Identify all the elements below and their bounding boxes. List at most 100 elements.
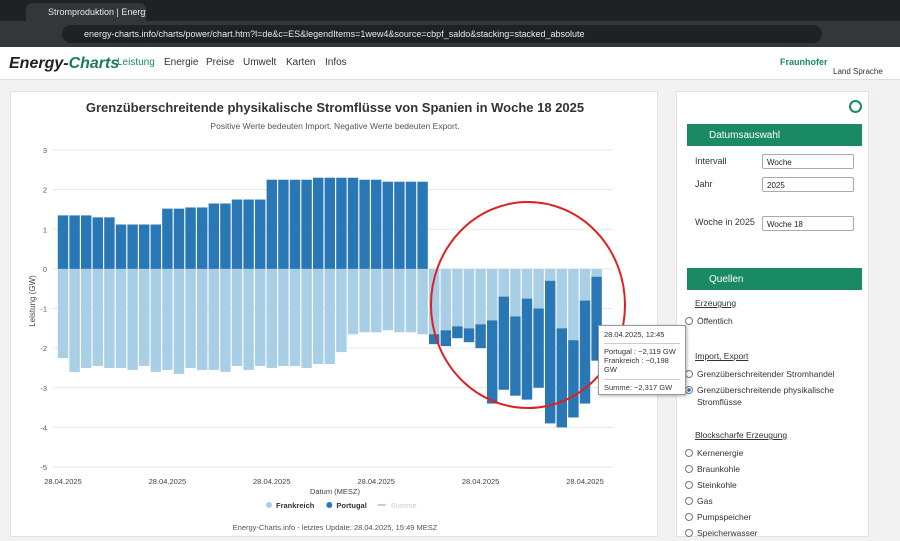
nav-item[interactable]: Leistung (117, 57, 155, 68)
legend-label: Portugal (336, 501, 366, 510)
bar-segment (150, 224, 162, 269)
select[interactable]: Woche 18 (762, 216, 854, 231)
bar-segment (579, 300, 591, 404)
bar-segment (115, 224, 127, 269)
bar-segment (162, 208, 173, 269)
bar-segment (382, 181, 394, 269)
radio[interactable] (685, 386, 693, 394)
radio-option[interactable]: Gas (685, 495, 847, 507)
bar-segment (127, 224, 138, 269)
bar-segment (556, 328, 568, 428)
bar-segment (138, 268, 150, 366)
bar-segment (243, 268, 254, 370)
bar-segment (544, 268, 556, 281)
chart: Grenzüberschreitende physikalische Strom… (28, 100, 613, 532)
bar-segment (208, 268, 220, 370)
bar-segment (417, 181, 428, 269)
x-tick-label: 28.04.2025 (253, 477, 291, 486)
radio[interactable] (685, 370, 693, 378)
section-header[interactable]: Quellen (687, 268, 862, 290)
radio-option[interactable]: Braunkohle (685, 463, 847, 475)
logo[interactable]: Energy-Charts (9, 55, 119, 73)
legend-label: Frankreich (276, 501, 315, 510)
logo-part: Energy- (9, 55, 69, 72)
browser-tab[interactable]: Stromproduktion | Energy-Charts (26, 3, 146, 21)
y-tick-label: 1 (43, 225, 47, 234)
group-title[interactable]: Blockscharfe Erzeugung (695, 430, 788, 440)
bar-segment (80, 215, 92, 269)
scrollbar[interactable] (870, 95, 879, 537)
bar-segment (324, 268, 336, 364)
bar-segment (162, 268, 173, 370)
radio[interactable] (685, 317, 693, 325)
radio[interactable] (685, 513, 693, 521)
y-tick-label: -4 (40, 423, 47, 432)
radio[interactable] (685, 465, 693, 473)
bar-segment (104, 268, 115, 368)
radio[interactable] (685, 481, 693, 489)
x-axis-title: Datum (MESZ) (310, 487, 361, 496)
y-tick-label: 3 (43, 146, 47, 155)
bar-segment (57, 268, 69, 359)
bar-segment (231, 268, 243, 366)
radio-option[interactable]: Öffentlich (685, 315, 847, 327)
bar-segment (359, 268, 370, 333)
bar-segment (417, 268, 428, 335)
url-field[interactable]: energy-charts.info/charts/power/chart.ht… (62, 25, 822, 43)
bar-segment (544, 280, 556, 424)
nav-item[interactable]: Umwelt (243, 57, 277, 68)
bar-segment (254, 199, 266, 269)
sprache[interactable]: Sprache (853, 67, 883, 76)
bar-segment (498, 268, 510, 297)
bar-segment (173, 268, 185, 374)
field-label: Woche in 2025 (695, 217, 755, 227)
x-tick-label: 28.04.2025 (462, 477, 500, 486)
chart-subtitle: Positive Werte bedeuten Import. Negative… (210, 121, 459, 131)
bar-segment (568, 340, 579, 418)
bar-segment (370, 268, 382, 333)
bar-segment (278, 268, 289, 366)
select[interactable]: Woche (762, 154, 854, 169)
radio-option[interactable]: Steinkohle (685, 479, 847, 491)
brand[interactable]: Fraunhofer (780, 57, 828, 67)
group-title[interactable]: Import, Export (695, 351, 749, 361)
radio-option[interactable]: Grenzüberschreitender Stromhandel (685, 368, 847, 380)
nav-item[interactable]: Karten (286, 57, 316, 68)
nav-item[interactable]: Infos (325, 57, 347, 68)
bar-segment (336, 177, 347, 269)
legend-swatch (326, 502, 333, 508)
bar-segment (208, 203, 220, 269)
bar-segment (475, 324, 486, 349)
radio[interactable] (685, 529, 693, 537)
bar-segment (568, 268, 579, 341)
close-button[interactable] (849, 100, 862, 113)
select[interactable]: 2025 (762, 177, 854, 192)
radio-option[interactable]: Kernenergie (685, 447, 847, 459)
bar-segment (533, 268, 544, 309)
nav-item[interactable]: Energie (164, 57, 199, 68)
bar-segment (591, 268, 602, 277)
land[interactable]: Land (833, 67, 851, 76)
radio[interactable] (685, 449, 693, 457)
bar-segment (104, 217, 115, 269)
bar-segment (347, 177, 359, 269)
bar-segment (138, 224, 150, 269)
group-title[interactable]: Erzeugung (695, 298, 737, 308)
x-tick-label: 28.04.2025 (566, 477, 604, 486)
nav-bar (0, 47, 900, 80)
bar-segment (463, 268, 475, 329)
bar-segment (359, 179, 370, 269)
bar-segment (452, 326, 463, 339)
field-label: Jahr (695, 179, 713, 189)
radio-option[interactable]: Speicherwasser (685, 527, 847, 539)
bar-segment (510, 316, 521, 396)
section-header[interactable]: Datumsauswahl (687, 124, 862, 146)
radio-option[interactable]: Grenzüberschreitende physikalische Strom… (685, 384, 847, 408)
bar-segment (173, 208, 185, 269)
radio[interactable] (685, 497, 693, 505)
radio-option[interactable]: Pumpspeicher (685, 511, 847, 523)
bar-segment (394, 268, 405, 333)
legend-swatch (266, 502, 272, 508)
nav-item[interactable]: Preise (206, 57, 235, 68)
